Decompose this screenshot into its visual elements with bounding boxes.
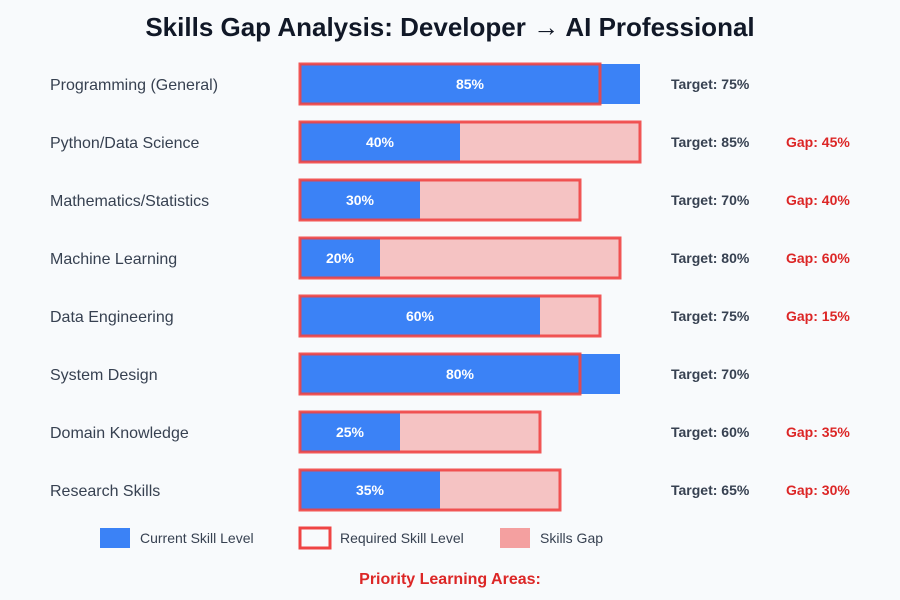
legend-swatch-required [298, 526, 332, 550]
category-label: Domain Knowledge [50, 425, 189, 442]
value-label: 35% [356, 482, 385, 498]
category-label: System Design [50, 367, 158, 384]
current-bar [300, 180, 420, 220]
target-label: Target: 75% [671, 76, 750, 92]
required-bar [298, 120, 642, 164]
value-label: 80% [446, 366, 475, 382]
category-label: Python/Data Science [50, 135, 200, 152]
gap-label: Gap: 30% [786, 482, 850, 498]
legend-required: Required Skill Level [340, 530, 464, 546]
required-bar [298, 352, 582, 396]
legend-current: Current Skill Level [140, 530, 254, 546]
gap-label: Gap: 60% [786, 250, 850, 266]
value-label: 40% [366, 134, 395, 150]
legend-swatch-gap [500, 528, 530, 548]
category-label: Programming (General) [50, 77, 218, 94]
current-bar [300, 470, 440, 510]
legend-gap: Skills Gap [540, 530, 603, 546]
value-label: 85% [456, 76, 485, 92]
required-bar [298, 410, 542, 454]
target-label: Target: 65% [671, 482, 750, 498]
category-label: Mathematics/Statistics [50, 193, 209, 210]
required-bar [298, 294, 602, 338]
gap-label: Gap: 35% [786, 424, 850, 440]
value-label: 60% [406, 308, 435, 324]
current-bar [300, 122, 460, 162]
value-label: 30% [346, 192, 375, 208]
target-label: Target: 70% [671, 192, 750, 208]
required-bar [298, 468, 562, 512]
current-bar [300, 412, 400, 452]
priority-heading: Priority Learning Areas: [359, 571, 541, 588]
current-bar [300, 64, 640, 104]
target-label: Target: 80% [671, 250, 750, 266]
value-label: 20% [326, 250, 355, 266]
legend-swatch-current [100, 528, 130, 548]
gap-label: Gap: 40% [786, 192, 850, 208]
required-bar [298, 178, 582, 222]
value-label: 25% [336, 424, 365, 440]
target-label: Target: 85% [671, 134, 750, 150]
category-label: Machine Learning [50, 251, 177, 268]
required-bar [298, 62, 602, 106]
current-bar [300, 354, 620, 394]
target-label: Target: 70% [671, 366, 750, 382]
gap-label: Gap: 15% [786, 308, 850, 324]
target-label: Target: 75% [671, 308, 750, 324]
required-bar [298, 236, 622, 280]
gap-label: Gap: 45% [786, 134, 850, 150]
current-bar [300, 296, 540, 336]
current-bar [300, 238, 380, 278]
category-label: Data Engineering [50, 309, 174, 326]
target-label: Target: 60% [671, 424, 750, 440]
chart-title: Skills Gap Analysis: Developer → AI Prof… [145, 12, 755, 42]
category-label: Research Skills [50, 483, 160, 500]
